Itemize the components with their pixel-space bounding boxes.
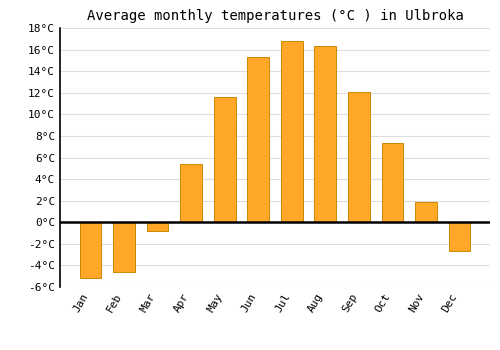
Bar	[382, 144, 404, 222]
Bar	[314, 46, 336, 222]
Title: Average monthly temperatures (°C ) in Ulbroka: Average monthly temperatures (°C ) in Ul…	[86, 9, 464, 23]
Bar	[415, 202, 437, 222]
Bar	[146, 222, 169, 231]
Bar	[180, 164, 202, 222]
Bar	[281, 41, 302, 222]
Bar	[113, 222, 135, 272]
Bar	[214, 97, 236, 222]
Bar	[248, 57, 269, 222]
Bar	[348, 92, 370, 222]
Bar	[448, 222, 470, 251]
Bar	[80, 222, 102, 278]
